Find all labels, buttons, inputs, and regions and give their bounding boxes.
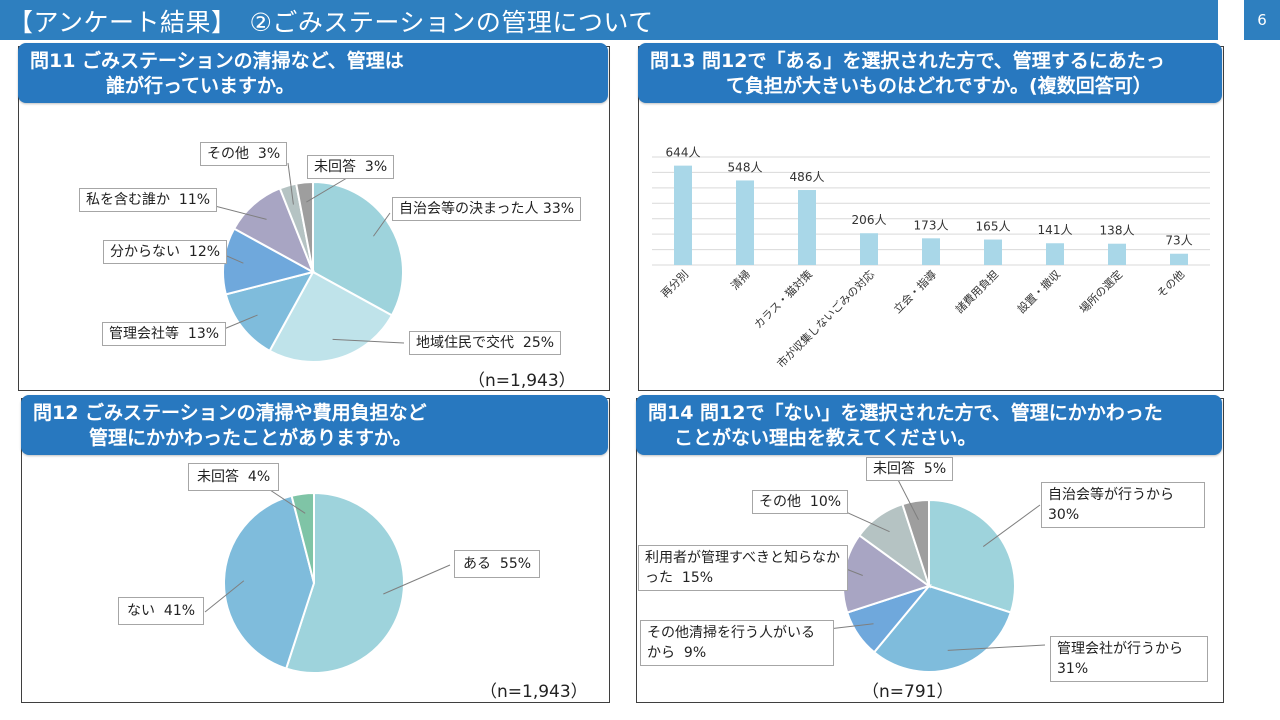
label-q11-unknown: 分からない 12% bbox=[103, 240, 228, 264]
q11-slice-0 bbox=[312, 180, 404, 317]
question-header-q12: 問12 ごみステーションの清掃や費用負担など 管理にかかわったことがありますか。 bbox=[21, 395, 608, 455]
page-number: 6 bbox=[1244, 0, 1280, 40]
question-header-q13: 問13 問12で「ある」を選択された方で、管理するにあたっ て負担が大きいものは… bbox=[638, 43, 1222, 103]
q13-value-label-5: 165人 bbox=[976, 220, 1011, 234]
q14-slices bbox=[842, 498, 1016, 673]
page-title: 【アンケート結果】 ②ごみステーションの管理について bbox=[8, 8, 654, 37]
q12-leader-line-1 bbox=[204, 580, 245, 613]
q13-value-label-7: 138人 bbox=[1100, 224, 1135, 238]
q13-bar-2 bbox=[798, 190, 816, 265]
q14-slice-1 bbox=[872, 584, 1013, 673]
q11-leader-line-4 bbox=[210, 204, 267, 220]
label-q14-other-cleaner: その他清掃を行う人がいるから 9% bbox=[640, 620, 834, 666]
q13-bar-4 bbox=[922, 238, 940, 265]
label-q14-management-co: 管理会社が行うから 31% bbox=[1050, 636, 1208, 682]
label-q11-someone: 私を含む誰か 11% bbox=[79, 188, 218, 212]
q13-bar-0 bbox=[674, 165, 692, 265]
q11-slice-1 bbox=[268, 270, 394, 363]
question-title-q12-line1: 問12 ごみステーションの清掃や費用負担など bbox=[33, 402, 427, 424]
sample-size-q14: （n=791） bbox=[862, 682, 954, 702]
label-q11-residents: 地域住民で交代 25% bbox=[409, 331, 562, 355]
q13-value-label-3: 206人 bbox=[852, 213, 887, 227]
label-q12-noanswer: 未回答 4% bbox=[188, 463, 280, 491]
q12-slice-0 bbox=[284, 491, 405, 674]
q13-value-label-4: 173人 bbox=[914, 218, 949, 232]
question-title-q11-line1: 問11 ごみステーションの清掃など、管理は bbox=[30, 50, 404, 72]
question-title-q12-line2: 管理にかかわったことがありますか。 bbox=[89, 427, 412, 449]
question-title-q14-line1: 問14 問12で「ない」を選択された方で、管理にかかわった bbox=[648, 402, 1163, 424]
label-q14-other: その他 10% bbox=[752, 490, 849, 514]
q11-slice-6 bbox=[294, 180, 314, 273]
label-q14-didnt-know: 利用者が管理すべきと知らなかった 15% bbox=[638, 545, 848, 591]
q14-leader-line-1 bbox=[947, 644, 1046, 651]
q13-value-label-8: 73人 bbox=[1165, 234, 1192, 248]
question-header-q11: 問11 ごみステーションの清掃など、管理は 誰が行っていますか。 bbox=[18, 43, 608, 103]
q14-slice-5 bbox=[901, 498, 930, 587]
q12-slices bbox=[223, 491, 405, 674]
label-q12-no: ない 41% bbox=[118, 597, 205, 625]
label-q14-association: 自治会等が行うから 30% bbox=[1041, 482, 1205, 528]
label-q14-noanswer: 未回答 5% bbox=[866, 457, 954, 481]
q12-slice-1 bbox=[223, 494, 316, 670]
q11-leader-line-0 bbox=[373, 212, 391, 237]
sample-size-q12: （n=1,943） bbox=[480, 682, 588, 702]
q11-slice-2 bbox=[224, 270, 315, 353]
label-q11-fixed-person: 自治会等の決まった人 33% bbox=[392, 197, 582, 221]
q13-bar-3 bbox=[860, 233, 878, 265]
question-title-q13-line2: て負担が大きいものはどれですか。(複数回答可） bbox=[726, 75, 1152, 97]
q11-slices bbox=[222, 180, 404, 363]
question-title-q13-line1: 問13 問12で「ある」を選択された方で、管理するにあたっ bbox=[650, 50, 1165, 72]
q11-leader-line-1 bbox=[332, 338, 405, 344]
q11-leader-line-5 bbox=[287, 162, 294, 205]
label-q11-noanswer: 未回答 3% bbox=[307, 155, 395, 179]
q12-leader-line-0 bbox=[383, 564, 451, 595]
q13-bar-8 bbox=[1170, 253, 1188, 265]
q13-bar-5 bbox=[984, 239, 1002, 265]
title-bar: 【アンケート結果】 ②ごみステーションの管理について bbox=[0, 0, 1218, 40]
label-q11-other: その他 3% bbox=[200, 142, 288, 166]
q13-bar-6 bbox=[1046, 243, 1064, 265]
q13-value-label-6: 141人 bbox=[1038, 223, 1073, 237]
q13-value-label-2: 486人 bbox=[790, 170, 825, 184]
q13-value-label-1: 548人 bbox=[728, 160, 763, 174]
question-title-q14-line2: ことがない理由を教えてください。 bbox=[674, 427, 977, 449]
q14-leader-line-0 bbox=[982, 504, 1041, 547]
label-q11-management: 管理会社等 13% bbox=[102, 322, 227, 346]
label-q12-yes: ある 55% bbox=[454, 550, 541, 578]
question-header-q14: 問14 問12で「ない」を選択された方で、管理にかかわった ことがない理由を教え… bbox=[636, 395, 1222, 455]
sample-size-q11: （n=1,943） bbox=[468, 371, 576, 391]
question-title-q11-line2: 誰が行っていますか。 bbox=[106, 75, 295, 97]
q13-value-label-0: 644人 bbox=[666, 146, 701, 160]
q13-bar-1 bbox=[736, 180, 754, 265]
q12-slice-2 bbox=[290, 491, 315, 584]
q13-bar-7 bbox=[1108, 243, 1126, 265]
